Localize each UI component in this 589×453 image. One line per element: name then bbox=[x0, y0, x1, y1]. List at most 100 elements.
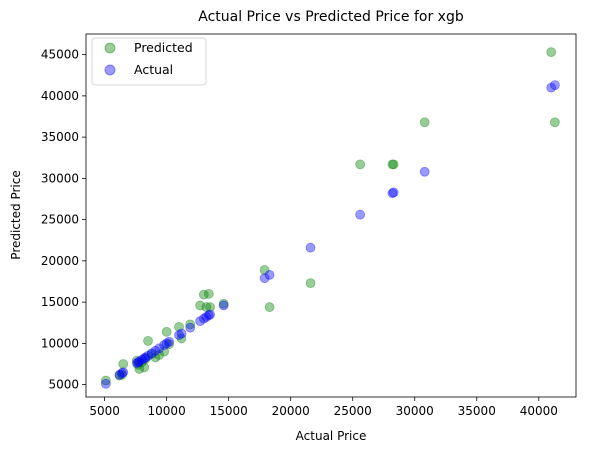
point-predicted-24 bbox=[205, 302, 215, 312]
x-tick-label-35000: 35000 bbox=[458, 404, 496, 418]
point-predicted-10 bbox=[143, 335, 153, 346]
point-predicted-32 bbox=[419, 117, 430, 128]
legend-marker-predicted bbox=[104, 42, 116, 54]
x-tick-label-5000: 5000 bbox=[89, 404, 120, 418]
point-actual-6 bbox=[134, 356, 145, 367]
point-actual-18 bbox=[176, 328, 187, 339]
point-predicted-7 bbox=[136, 357, 147, 368]
y-tick-label-40000: 40000 bbox=[41, 89, 79, 103]
point-predicted-8 bbox=[139, 362, 150, 373]
point-predicted-9 bbox=[140, 354, 151, 364]
legend-label-predicted: Predicted bbox=[134, 40, 193, 55]
points-layer bbox=[100, 47, 560, 389]
point-predicted-1 bbox=[114, 370, 125, 381]
y-tick-label-10000: 10000 bbox=[41, 336, 79, 350]
point-predicted-22 bbox=[201, 302, 212, 312]
chart-title: Actual Price vs Predicted Price for xgb bbox=[198, 9, 464, 25]
x-tick-label-30000: 30000 bbox=[396, 404, 434, 418]
x-tick-label-10000: 10000 bbox=[148, 404, 186, 418]
point-predicted-11 bbox=[146, 349, 157, 360]
point-actual-20 bbox=[195, 316, 206, 327]
point-actual-5 bbox=[133, 357, 144, 368]
point-actual-34 bbox=[550, 80, 560, 91]
x-tick-label-20000: 20000 bbox=[272, 404, 310, 418]
y-tick-label-15000: 15000 bbox=[41, 295, 79, 309]
point-predicted-12 bbox=[150, 352, 161, 363]
ticks-layer: 5000 10000 15000 20000 25000 30000 35000 40000 5… bbox=[41, 48, 558, 418]
point-actual-19 bbox=[185, 322, 196, 333]
point-predicted-20 bbox=[195, 300, 206, 311]
point-predicted-13 bbox=[154, 350, 165, 360]
legend-label-actual: Actual bbox=[134, 62, 173, 77]
y-tick-label-35000: 35000 bbox=[41, 130, 79, 144]
point-actual-30 bbox=[387, 188, 398, 199]
point-actual-10 bbox=[143, 350, 153, 361]
point-predicted-25 bbox=[218, 298, 229, 309]
point-actual-24 bbox=[205, 309, 215, 320]
legend-marker-actual bbox=[104, 64, 116, 76]
point-actual-7 bbox=[136, 354, 147, 365]
point-predicted-34 bbox=[550, 117, 560, 128]
y-tick-label-20000: 20000 bbox=[41, 254, 79, 268]
point-predicted-0 bbox=[100, 375, 111, 386]
point-actual-32 bbox=[419, 166, 430, 177]
point-predicted-14 bbox=[159, 346, 170, 357]
point-actual-21 bbox=[198, 313, 209, 324]
point-actual-15 bbox=[161, 338, 172, 349]
point-actual-16 bbox=[164, 336, 175, 347]
point-actual-3 bbox=[118, 367, 129, 378]
point-actual-12 bbox=[150, 345, 161, 356]
legend: Predicted Actual bbox=[91, 37, 207, 86]
point-predicted-27 bbox=[264, 302, 275, 312]
point-predicted-2 bbox=[117, 369, 127, 380]
x-axis-title: Actual Price bbox=[296, 429, 367, 443]
point-actual-17 bbox=[174, 330, 184, 341]
point-predicted-28 bbox=[305, 278, 316, 289]
point-actual-29 bbox=[355, 209, 366, 220]
point-actual-33 bbox=[546, 82, 557, 93]
point-predicted-18 bbox=[176, 333, 187, 344]
y-tick-label-25000: 25000 bbox=[41, 213, 79, 227]
point-actual-1 bbox=[114, 369, 125, 380]
point-predicted-21 bbox=[198, 289, 209, 300]
point-predicted-29 bbox=[355, 159, 366, 170]
point-predicted-5 bbox=[133, 359, 144, 370]
point-predicted-23 bbox=[203, 288, 214, 299]
y-tick-label-30000: 30000 bbox=[41, 171, 79, 185]
y-axis-title: Predicted Price bbox=[9, 170, 23, 259]
point-actual-4 bbox=[131, 358, 142, 369]
point-actual-13 bbox=[154, 343, 165, 354]
point-predicted-26 bbox=[259, 265, 270, 275]
point-predicted-15 bbox=[161, 326, 172, 337]
point-actual-23 bbox=[203, 310, 214, 321]
point-actual-9 bbox=[140, 352, 151, 363]
point-actual-8 bbox=[139, 353, 150, 364]
point-actual-26 bbox=[259, 273, 270, 284]
point-predicted-17 bbox=[174, 321, 184, 332]
point-predicted-6 bbox=[134, 364, 145, 374]
x-tick-label-15000: 15000 bbox=[210, 404, 248, 418]
point-actual-0 bbox=[100, 378, 111, 389]
x-tick-label-25000: 25000 bbox=[334, 404, 372, 418]
point-actual-14 bbox=[159, 340, 170, 350]
point-actual-22 bbox=[201, 312, 212, 322]
point-predicted-3 bbox=[118, 359, 129, 369]
point-actual-28 bbox=[305, 242, 316, 253]
x-tick-label-40000: 40000 bbox=[520, 404, 558, 418]
legend-box bbox=[91, 37, 207, 86]
point-actual-27 bbox=[264, 269, 275, 280]
y-tick-label-5000: 5000 bbox=[48, 378, 79, 392]
point-predicted-31 bbox=[388, 159, 399, 170]
point-predicted-19 bbox=[185, 319, 196, 330]
y-tick-label-45000: 45000 bbox=[41, 48, 79, 62]
point-actual-25 bbox=[218, 300, 229, 311]
point-actual-11 bbox=[146, 348, 157, 359]
point-actual-31 bbox=[388, 187, 399, 198]
plot-frame bbox=[85, 33, 577, 398]
point-predicted-16 bbox=[164, 339, 175, 350]
point-predicted-30 bbox=[387, 159, 398, 170]
point-actual-2 bbox=[117, 368, 127, 378]
point-predicted-33 bbox=[546, 47, 557, 58]
point-predicted-4 bbox=[131, 355, 142, 366]
